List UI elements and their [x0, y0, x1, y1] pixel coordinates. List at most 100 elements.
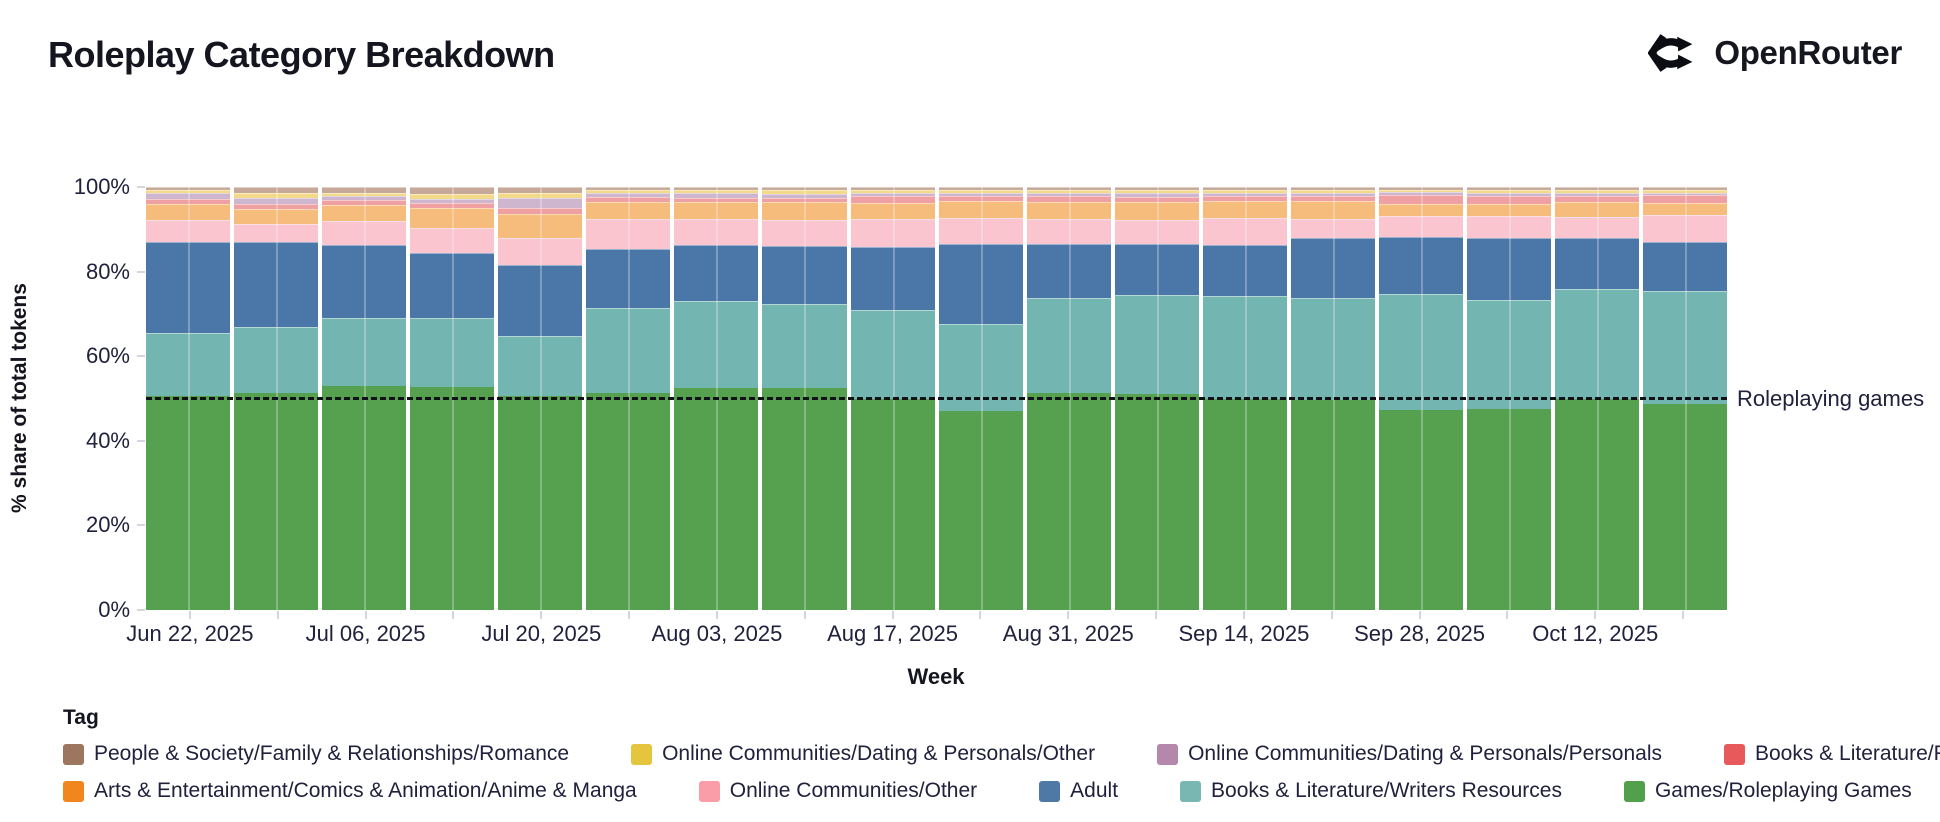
- bar-segment[interactable]: [234, 193, 319, 199]
- bar-segment[interactable]: [498, 208, 583, 215]
- bar-segment[interactable]: [938, 243, 1023, 325]
- bar-segment[interactable]: [1555, 237, 1640, 289]
- bar-segment[interactable]: [762, 193, 847, 199]
- bar-segment[interactable]: [674, 301, 759, 388]
- bar-segment[interactable]: [234, 326, 319, 394]
- bar-segment[interactable]: [410, 187, 495, 194]
- bar-segment[interactable]: [1290, 187, 1375, 191]
- bar-segment[interactable]: [1026, 187, 1111, 191]
- bar-segment[interactable]: [410, 318, 495, 387]
- bar-segment[interactable]: [1290, 190, 1375, 193]
- bar-segment[interactable]: [1026, 192, 1111, 197]
- bar-segment[interactable]: [762, 387, 847, 610]
- bar-segment[interactable]: [850, 247, 935, 310]
- bar-segment[interactable]: [1466, 195, 1551, 204]
- bar-segment[interactable]: [1643, 404, 1728, 610]
- bar-segment[interactable]: [1643, 203, 1728, 216]
- bar-segment[interactable]: [1202, 296, 1287, 400]
- bar-segment[interactable]: [1555, 202, 1640, 217]
- bar-segment[interactable]: [1202, 193, 1287, 197]
- bar-segment[interactable]: [410, 208, 495, 229]
- brand-link[interactable]: OpenRouter: [1648, 32, 1902, 74]
- bar-segment[interactable]: [1026, 297, 1111, 393]
- bar-segment[interactable]: [850, 190, 935, 194]
- bar-segment[interactable]: [1026, 190, 1111, 193]
- bar-segment[interactable]: [586, 190, 671, 193]
- bar-segment[interactable]: [674, 190, 759, 194]
- bar-segment[interactable]: [234, 203, 319, 210]
- bar-segment[interactable]: [850, 193, 935, 197]
- bar-segment[interactable]: [850, 399, 935, 610]
- bar-segment[interactable]: [1466, 203, 1551, 216]
- bar-segment[interactable]: [674, 197, 759, 202]
- bar-segment[interactable]: [1202, 190, 1287, 193]
- bar-segment[interactable]: [146, 193, 231, 199]
- bar-segment[interactable]: [1378, 192, 1463, 195]
- bar-segment[interactable]: [322, 204, 407, 221]
- bar-segment[interactable]: [1643, 190, 1728, 193]
- bar-segment[interactable]: [146, 190, 231, 194]
- legend-item[interactable]: Online Communities/Dating & Personals/Pe…: [1157, 742, 1662, 766]
- bar-segment[interactable]: [586, 393, 671, 610]
- bar-segment[interactable]: [1026, 243, 1111, 298]
- bar-segment[interactable]: [1290, 400, 1375, 610]
- bar-segment[interactable]: [850, 196, 935, 203]
- bar-segment[interactable]: [1290, 192, 1375, 197]
- bar-segment[interactable]: [1378, 410, 1463, 610]
- bar-segment[interactable]: [586, 307, 671, 394]
- bar-segment[interactable]: [850, 218, 935, 248]
- bar-segment[interactable]: [1555, 192, 1640, 196]
- bar-segment[interactable]: [1643, 192, 1728, 196]
- bar-segment[interactable]: [1290, 219, 1375, 239]
- bar-segment[interactable]: [146, 332, 231, 397]
- legend-item[interactable]: Arts & Entertainment/Comics & Animation/…: [63, 779, 637, 803]
- bar-segment[interactable]: [322, 187, 407, 193]
- bar-segment[interactable]: [1466, 299, 1551, 410]
- bar-segment[interactable]: [1466, 190, 1551, 193]
- bar-segment[interactable]: [762, 219, 847, 247]
- bar-segment[interactable]: [498, 214, 583, 239]
- bar-segment[interactable]: [234, 187, 319, 194]
- bar-segment[interactable]: [1378, 187, 1463, 190]
- bar-segment[interactable]: [1643, 195, 1728, 204]
- bar-segment[interactable]: [322, 220, 407, 246]
- bar-segment[interactable]: [1026, 201, 1111, 220]
- bar-segment[interactable]: [586, 187, 671, 191]
- bar-segment[interactable]: [850, 309, 935, 400]
- bar-segment[interactable]: [410, 386, 495, 610]
- bar-segment[interactable]: [146, 242, 231, 333]
- bar-segment[interactable]: [938, 411, 1023, 610]
- bar-segment[interactable]: [586, 196, 671, 202]
- bar-segment[interactable]: [762, 198, 847, 203]
- bar-segment[interactable]: [322, 385, 407, 610]
- bar-segment[interactable]: [498, 335, 583, 396]
- bar-segment[interactable]: [1643, 242, 1728, 292]
- bar-segment[interactable]: [1378, 215, 1463, 238]
- bar-segment[interactable]: [762, 202, 847, 220]
- legend-item[interactable]: People & Society/Family & Relationships/…: [63, 742, 569, 766]
- bar-segment[interactable]: [938, 201, 1023, 218]
- bar-segment[interactable]: [674, 387, 759, 610]
- bar-segment[interactable]: [1378, 293, 1463, 411]
- bar-segment[interactable]: [1026, 219, 1111, 244]
- bar-segment[interactable]: [1114, 190, 1199, 194]
- bar-segment[interactable]: [410, 203, 495, 209]
- bar-segment[interactable]: [1466, 215, 1551, 238]
- bar-segment[interactable]: [1114, 193, 1199, 198]
- legend-item[interactable]: Books & Literature/Fan Fiction: [1723, 742, 1940, 766]
- bar-segment[interactable]: [762, 246, 847, 304]
- bar-segment[interactable]: [498, 265, 583, 336]
- bar-segment[interactable]: [234, 198, 319, 204]
- bar-segment[interactable]: [1026, 392, 1111, 610]
- bar-segment[interactable]: [1378, 189, 1463, 193]
- bar-segment[interactable]: [1555, 216, 1640, 238]
- bar-segment[interactable]: [1114, 394, 1199, 610]
- bar-segment[interactable]: [1643, 187, 1728, 190]
- bar-segment[interactable]: [674, 193, 759, 198]
- bar-segment[interactable]: [1290, 200, 1375, 220]
- bar-segment[interactable]: [410, 193, 495, 199]
- bar-segment[interactable]: [762, 190, 847, 194]
- bar-segment[interactable]: [674, 219, 759, 246]
- bar-segment[interactable]: [1114, 197, 1199, 203]
- bar-segment[interactable]: [498, 192, 583, 199]
